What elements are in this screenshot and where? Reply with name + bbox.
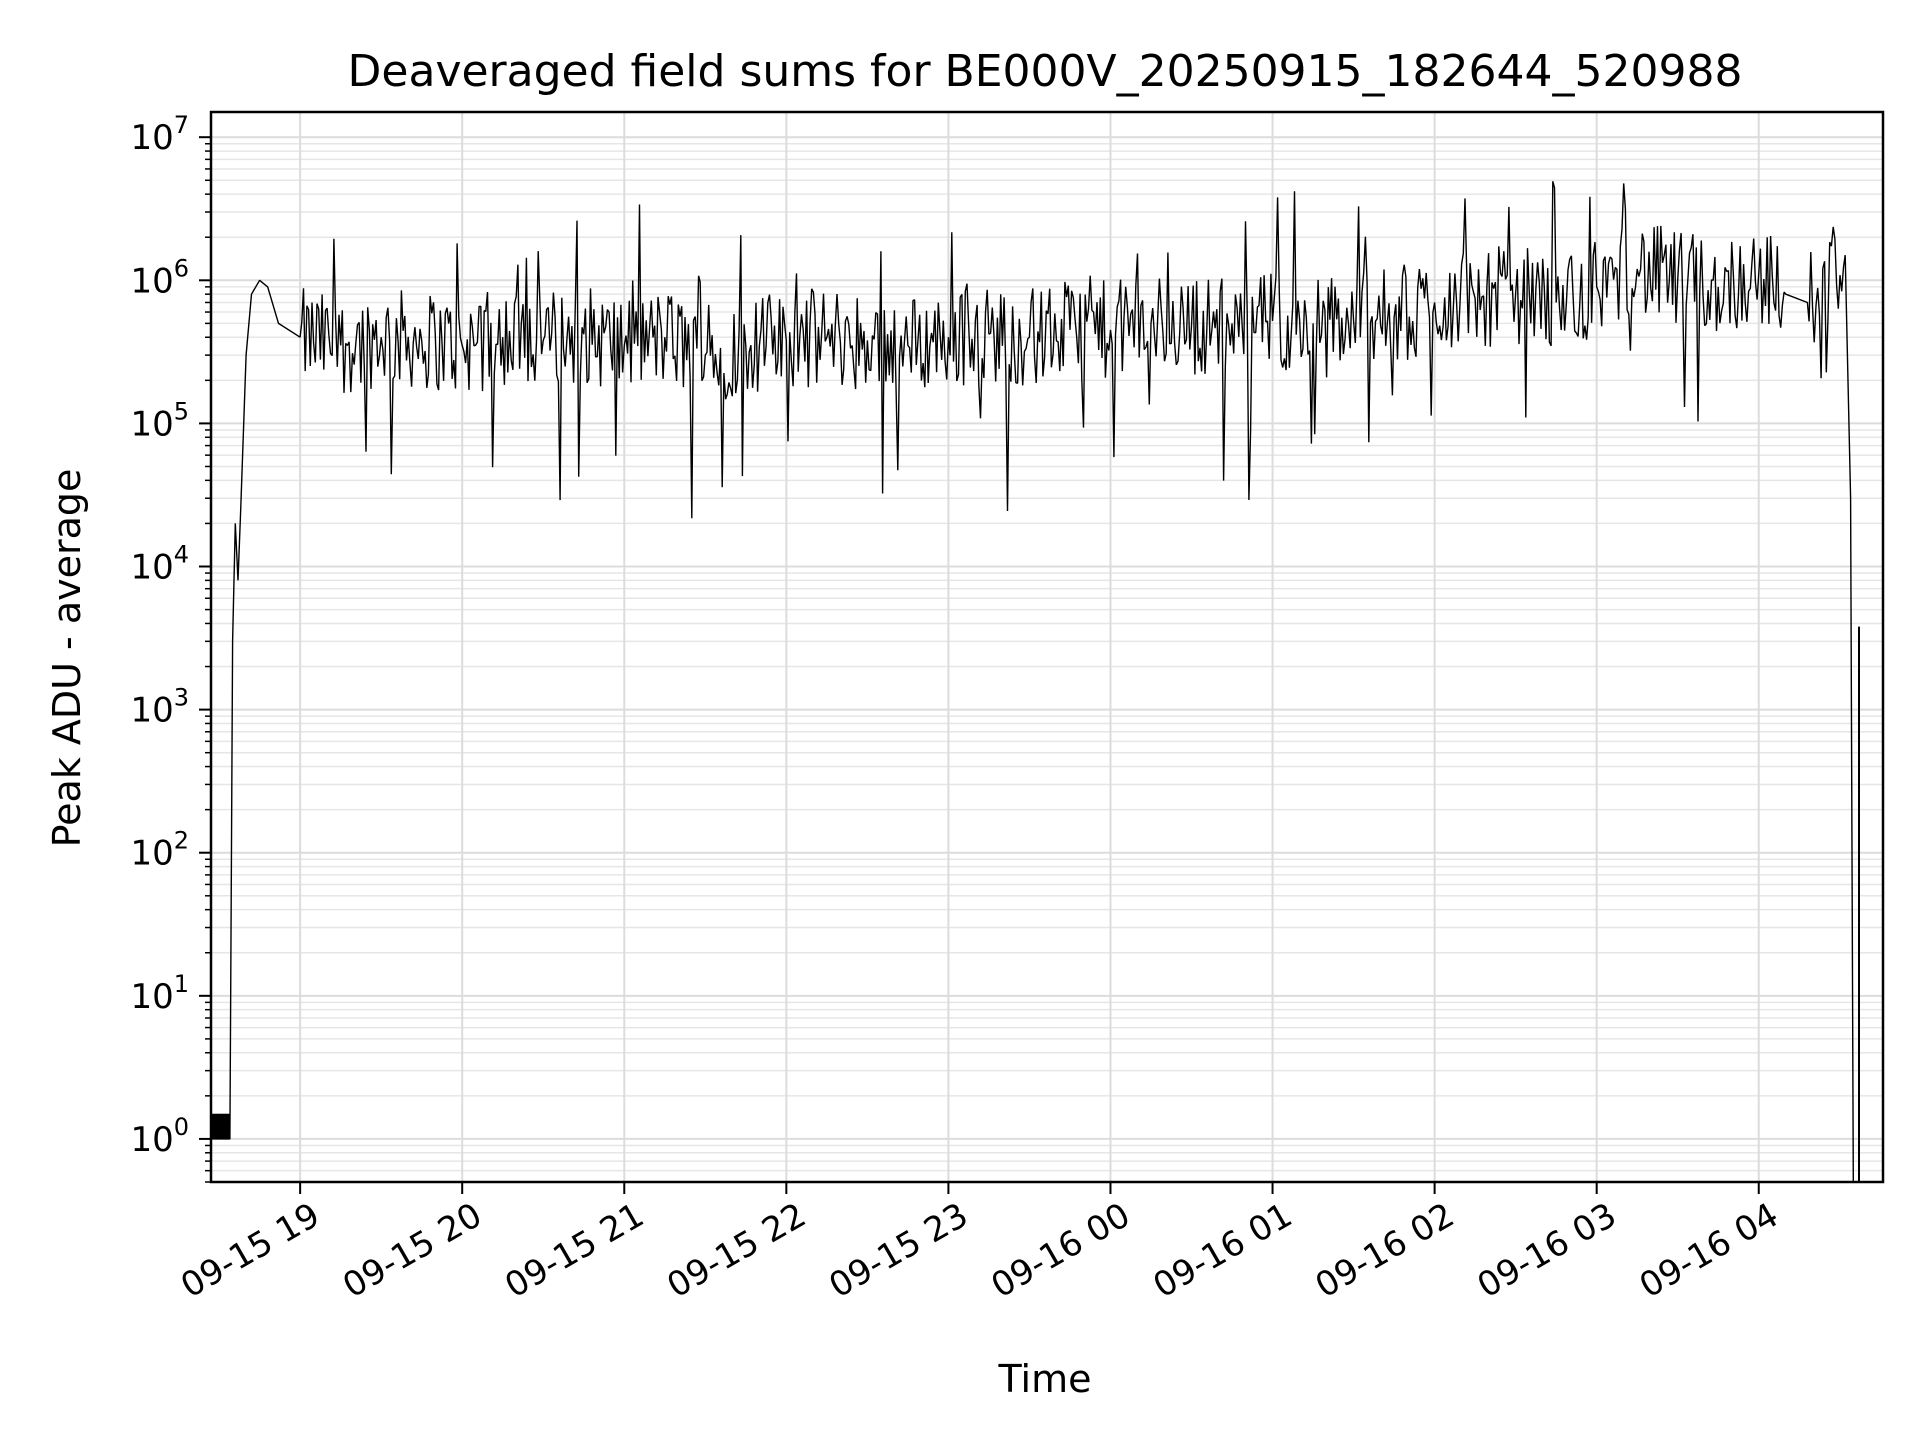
y-tick-label: 104 (130, 541, 189, 588)
grid-layer (211, 112, 1883, 1183)
x-tick-label: 09-16 04 (1633, 1195, 1785, 1306)
y-tick-base: 10 (130, 404, 173, 444)
y-tick-exponent: 2 (174, 827, 189, 855)
y-tick-exponent: 3 (174, 684, 189, 712)
y-tick-exponent: 0 (174, 1113, 189, 1141)
y-tick-base: 10 (130, 691, 173, 731)
y-tick-label: 102 (130, 827, 189, 874)
x-tick-label: 09-16 01 (1147, 1195, 1299, 1306)
y-tick-exponent: 4 (174, 541, 189, 569)
x-tick-label: 09-16 00 (985, 1195, 1137, 1306)
x-tick-label: 09-15 22 (660, 1195, 812, 1306)
y-tick-exponent: 6 (174, 254, 189, 282)
x-axis-label: Time (998, 1357, 1092, 1401)
y-tick-exponent: 1 (174, 970, 189, 998)
x-tick-label: 09-16 02 (1309, 1195, 1461, 1306)
y-axis-label: Peak ADU - average (45, 469, 89, 848)
y-tick-label: 100 (130, 1113, 189, 1160)
y-tick-label: 101 (130, 970, 189, 1017)
series-line (211, 181, 1859, 1183)
x-tick-label: 09-16 03 (1471, 1195, 1623, 1306)
y-tick-exponent: 5 (174, 397, 189, 425)
y-tick-label: 103 (130, 684, 189, 731)
y-tick-base: 10 (130, 977, 173, 1017)
plot-frame (209, 110, 1885, 1184)
y-tick-base: 10 (130, 1120, 173, 1160)
x-tick-label: 09-15 19 (174, 1195, 326, 1306)
y-tick-base: 10 (130, 834, 173, 874)
y-tick-label: 107 (130, 111, 189, 158)
series-start-block (211, 1113, 230, 1139)
y-tick-label: 106 (130, 254, 189, 301)
chart-title: Deaveraged field sums for BE000V_2025091… (348, 46, 1743, 97)
y-tick-base: 10 (130, 118, 173, 158)
x-tick-label: 09-15 20 (336, 1195, 488, 1306)
y-tick-base: 10 (130, 548, 173, 588)
y-tick-exponent: 7 (174, 111, 189, 139)
plot-layer (211, 181, 1860, 1183)
x-tick-label: 09-15 21 (498, 1195, 650, 1306)
y-tick-label: 105 (130, 397, 189, 444)
x-tick-label: 09-15 23 (823, 1195, 975, 1306)
y-tick-base: 10 (130, 261, 173, 301)
